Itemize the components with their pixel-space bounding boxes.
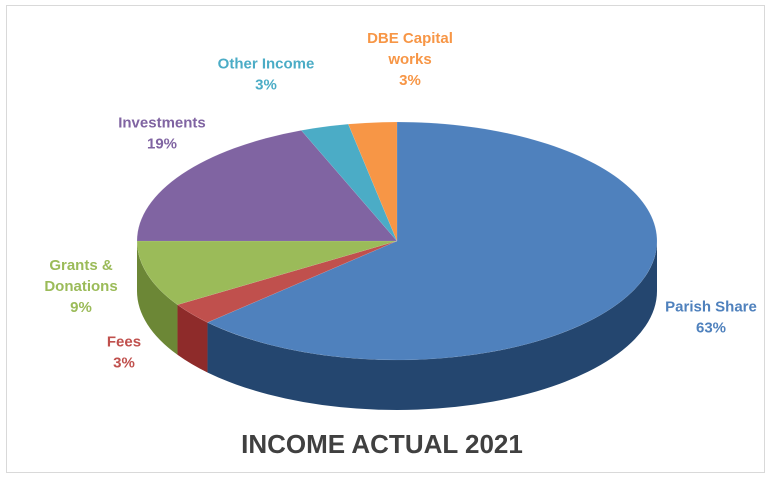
data-label-name: works [387,51,431,68]
pie-side-grants-donations [137,241,178,355]
data-label-name: DBE Capital [367,30,453,47]
data-label-percent: 3% [255,77,277,94]
data-label-grants-donations: Grants & Donations 9% [44,257,117,316]
data-label-other-income: Other Income 3% [218,56,315,94]
data-label-percent: 9% [70,299,92,316]
pie-slice-fees [176,240,398,323]
data-label-name: Parish Share [665,299,757,316]
slice-labels: Parish Share 63% Fees 3% Grants & Donations 9%… [44,30,757,372]
data-label-percent: 3% [113,355,135,372]
data-label-investments: Investments 19% [118,115,206,153]
data-label-percent: 19% [147,136,177,153]
pie-slice-other-income [300,123,398,242]
data-label-name: Fees [107,334,141,351]
pie-slice-dbe-capital-works [347,121,398,242]
data-label-fees: Fees 3% [107,334,141,372]
data-label-name: Donations [44,278,117,295]
pie-side-parish-share [207,241,658,411]
pie-side-fees [177,304,208,373]
data-label-name: Investments [118,115,206,132]
data-label-name: Grants & [49,257,113,274]
pie-slices [136,121,658,361]
chart-title: INCOME ACTUAL 2021 [241,429,523,459]
pie-depth-sides [137,241,658,411]
pie-slice-investments [136,130,398,242]
data-label-percent: 3% [399,72,421,89]
data-label-name: Other Income [218,56,315,73]
data-label-parish-share: Parish Share 63% [665,299,757,337]
data-label-dbe-capital-works: DBE Capital works 3% [367,30,453,89]
data-label-percent: 63% [696,320,726,337]
pie-slice-grants-donations [136,240,398,306]
pie-slice-parish-share [206,121,658,361]
